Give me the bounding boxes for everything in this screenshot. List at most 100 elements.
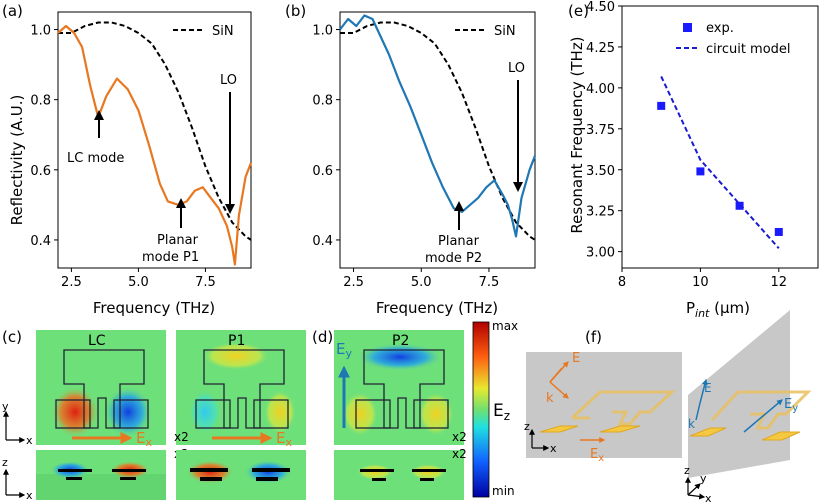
panel-a-series-p1-sample: [57, 24, 253, 266]
svg-text:x: x: [26, 489, 33, 502]
panel-f-label: (f): [585, 328, 602, 346]
svg-text:x: x: [705, 492, 712, 503]
panel-b-xtick-label: 2.5: [343, 275, 364, 290]
lc-field-map: LC Ex: [36, 330, 166, 449]
lc-cross-section: [36, 450, 166, 500]
panel-f-schematic: (f) E k Ex E k Ey: [524, 310, 812, 503]
panel-a-ylabel: Reflectivity (A.U.): [8, 95, 26, 226]
ex-label-f: Ex: [590, 447, 604, 464]
pad-right-2: [761, 431, 801, 441]
panel-e-legend-exp: exp.: [706, 21, 734, 36]
colorbar-label: Ez: [493, 401, 510, 423]
xy-axes-icon: y x: [2, 400, 33, 447]
svg-text:y: y: [700, 472, 707, 485]
resonator-right: [710, 390, 812, 430]
panel-e-axes-frame: [621, 5, 819, 269]
panel-b-ytick-label: 1.0: [312, 24, 333, 39]
panel-e-ylabel: Resonant Frequency (THz): [568, 36, 586, 233]
colorbar: [472, 321, 490, 498]
panel-b-ytick-label: 0.8: [312, 94, 333, 109]
lc-mode-label: LC mode: [67, 151, 124, 166]
ex-label-lc: Ex: [136, 429, 152, 449]
p2-label-line1: Planar: [438, 234, 480, 249]
panel-e-ytick-label: 4.00: [586, 82, 615, 97]
p2-field-map: P2 Ey: [334, 330, 464, 445]
e-arrow-right: [699, 378, 708, 404]
panel-e-exp-point: [657, 101, 666, 110]
x2-label-c1: x2: [174, 430, 189, 444]
ex-label-p1: Ex: [276, 429, 292, 449]
panel-e-ytick-label: 3.75: [586, 123, 615, 138]
panel-b-axes-frame: [339, 11, 536, 269]
panel-e-xtick-label: 8: [618, 275, 626, 290]
p2-label-line2: mode P2: [425, 251, 482, 266]
panel-e-ytick-label: 3.50: [586, 164, 615, 179]
panel-b-label: (b): [285, 2, 306, 20]
panel-e-chart: (e) 8 10 12 3.00 3.25 3.50 3.75 4.00 4.25 4.50 Re…: [568, 0, 819, 320]
panel-b-series-sin: [340, 21, 536, 241]
panel-a-ytick-label: 0.8: [30, 94, 51, 109]
panel-e-exp-point: [696, 167, 705, 176]
pad-right-1: [689, 427, 727, 437]
panel-a-xtick-label: 7.5: [195, 275, 216, 290]
panel-b-xtick-label: 7.5: [479, 275, 500, 290]
p2-title: P2: [392, 333, 409, 349]
lo-label-b: LO: [508, 61, 525, 76]
k-arrow-left: [549, 381, 569, 399]
panel-e-ytick-label: 3.25: [586, 205, 615, 220]
panel-a-ytick-label: 1.0: [30, 24, 51, 39]
incidence-plane-right: [688, 310, 790, 478]
pad-left-2: [599, 425, 641, 433]
panel-e-label: (e): [568, 2, 589, 20]
e-label-right: E: [704, 381, 712, 395]
panel-e-xtick-label: 10: [692, 275, 709, 290]
xz-axes-icon: z x: [2, 456, 33, 502]
panel-b-ytick-label: 0.6: [312, 164, 333, 179]
colorbar-max: max: [492, 319, 518, 333]
p1-title: P1: [228, 333, 245, 349]
panel-a-chart: (a) 2.5 5.0 7.5 0.4 0.6 0.8 1.0 Reflectivity (…: [2, 2, 253, 317]
svg-text:z: z: [2, 456, 8, 469]
xz-axes-icon-f: z x: [524, 420, 557, 455]
colorbar-min: min: [492, 484, 515, 498]
panel-a-label: (a): [2, 2, 23, 20]
panel-b-ytick-label: 0.4: [312, 234, 333, 249]
ey-label-p2: Ey: [336, 340, 352, 360]
lc-title: LC: [88, 333, 106, 349]
panel-d-label: (d): [312, 328, 333, 346]
p1-cross-section: [176, 450, 306, 500]
resonator-left: [570, 390, 676, 426]
pad-left-1: [539, 425, 579, 433]
panel-a-xtick-label: 5.0: [128, 275, 149, 290]
panel-a-ytick-label: 0.4: [30, 234, 51, 249]
panel-b-legend-label: SiN: [494, 24, 516, 39]
panel-e-ytick-label: 3.00: [586, 246, 615, 261]
panel-a-ytick-label: 0.6: [30, 164, 51, 179]
ey-label-f: Ey: [784, 397, 798, 414]
p1-label-line1: Planar: [157, 233, 199, 248]
p2-cross-section: [334, 450, 464, 500]
panel-e-legend-marker: [683, 23, 692, 32]
panel-c-field-maps: (c) LC Ex P1 Ex x2 x2: [2, 328, 306, 502]
ey-arrow-f: [743, 399, 783, 433]
e-label-left: E: [572, 351, 580, 366]
svg-text:x: x: [26, 434, 33, 447]
panel-b-chart: (b) 2.5 5.0 7.5 0.4 0.6 0.8 1.0 Frequency (THz…: [285, 2, 537, 317]
xyz-axes-icon-f: z y x: [684, 464, 712, 503]
svg-text:z: z: [524, 420, 530, 433]
panel-a-xtick-label: 2.5: [61, 275, 82, 290]
panel-e-ytick-label: 4.50: [586, 0, 615, 15]
svg-text:y: y: [2, 400, 9, 413]
panel-e-legend-model: circuit model: [706, 42, 791, 57]
panel-e-ytick-label: 4.25: [586, 41, 615, 56]
p1-label-line2: mode P1: [142, 250, 199, 265]
panel-b-xlabel: Frequency (THz): [376, 299, 498, 317]
p1-field-map: P1 Ex: [176, 330, 306, 449]
panel-a-series-sin: [58, 21, 252, 241]
panel-e-xlabel: Pint (μm): [686, 299, 750, 320]
svg-text:x: x: [550, 442, 557, 455]
panel-e-xtick-label: 12: [771, 275, 788, 290]
panel-a-xlabel: Frequency (THz): [93, 299, 215, 317]
lo-label-a: LO: [220, 73, 237, 88]
